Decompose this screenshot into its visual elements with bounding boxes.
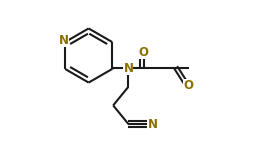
Text: O: O [139, 46, 149, 60]
Text: N: N [59, 34, 69, 47]
Text: N: N [147, 117, 157, 131]
Text: N: N [123, 62, 133, 75]
Text: O: O [183, 79, 193, 92]
